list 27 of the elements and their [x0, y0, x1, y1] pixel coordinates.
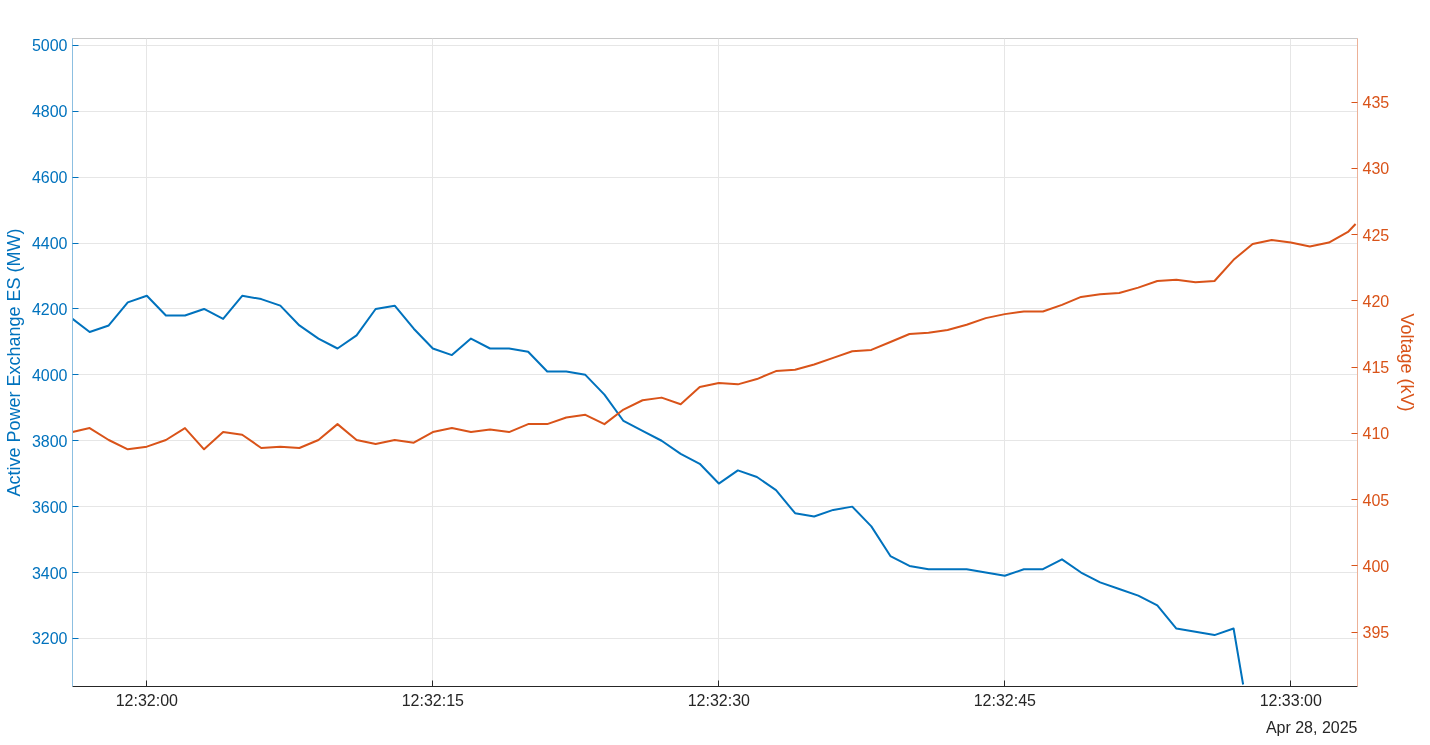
y-tick-label: 3200	[31, 630, 68, 648]
y-tick-label: 4400	[31, 235, 68, 253]
y-tick-label: 3600	[31, 498, 68, 516]
y2-tick-label: 400	[1362, 557, 1390, 575]
y2-tick-label: 425	[1362, 226, 1390, 244]
text: Apr 28, 2025	[1265, 718, 1358, 736]
y-tick-label: 4200	[31, 300, 68, 318]
y-tick-label: 3400	[31, 564, 68, 582]
y-tick-label: 5000	[31, 37, 68, 55]
y2-tick-label: 435	[1362, 94, 1390, 112]
y-axis-title: Active Power Exchange ES (MW)	[3, 228, 24, 497]
y2-tick-label: 430	[1362, 160, 1390, 178]
y-tick-label: 4800	[31, 103, 68, 121]
x-tick-label: 12:32:00	[115, 691, 179, 709]
y2-tick-label: 395	[1362, 624, 1390, 642]
x-tick-label: 12:33:00	[1259, 691, 1323, 709]
y-tick-label: 4000	[31, 366, 68, 384]
y2-tick-label: 405	[1362, 491, 1390, 509]
x-tick-label: 12:32:15	[401, 691, 465, 709]
x-tick-label: 12:32:30	[687, 691, 751, 709]
y2-tick-label: 415	[1362, 359, 1390, 377]
y2-axis-title: Voltage (kV)	[1397, 313, 1418, 412]
y2-tick-label: 410	[1362, 425, 1390, 443]
y-tick-label: 3800	[31, 432, 68, 450]
y-tick-label: 4600	[31, 169, 68, 187]
x-tick-label: 12:32:45	[973, 691, 1037, 709]
y2-tick-label: 420	[1362, 292, 1390, 310]
